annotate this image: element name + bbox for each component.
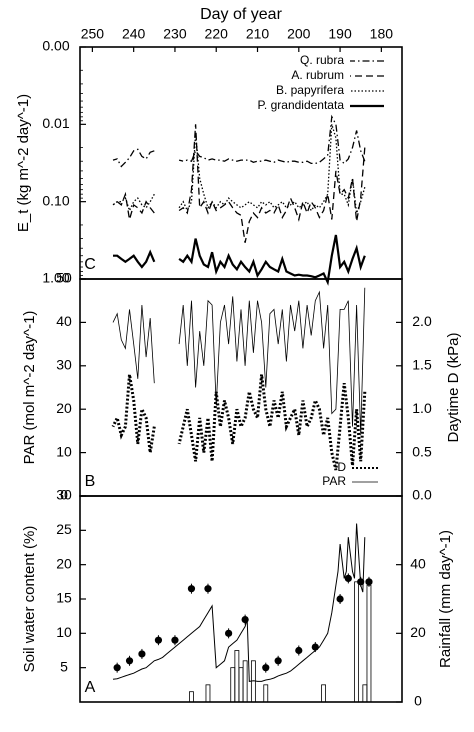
rainfall-bar: [238, 667, 244, 703]
x-tick-label: 190: [328, 26, 352, 42]
panel-b-y2tick-label: 2.0: [412, 313, 432, 329]
x-tick-label: 240: [122, 26, 146, 42]
panel-c-frame: [79, 46, 403, 280]
panel-a-y2label: Rainfall (mm day^-1): [437, 530, 454, 668]
panel-c-legend-label: A. rubrum: [291, 68, 344, 82]
rainfall-bar: [189, 691, 194, 703]
panel-b-par-line: [112, 287, 366, 436]
panel-b-y2tick-label: 1.0: [412, 400, 432, 416]
panel-b-ylabel: PAR (mol m^-2 day^-1): [21, 311, 38, 465]
rainfall-bar: [354, 581, 359, 703]
measured-point: [225, 629, 233, 637]
x-tick-label: 210: [246, 26, 270, 42]
measured-point: [154, 636, 163, 644]
panel-c-arubrum-line: [112, 124, 366, 243]
x-tick-label: 180: [370, 26, 394, 42]
panel-a-ytick-label: 5: [60, 658, 68, 674]
panel-c-qrubra-line: [112, 114, 366, 168]
panel-a-ylabel: Soil water content (%): [21, 526, 38, 673]
x-tick-label: 200: [287, 26, 311, 42]
measured-point: [311, 643, 319, 651]
panel-b-y2tick-label: 0.0: [412, 487, 432, 503]
panel-a-ytick-label: 10: [56, 624, 72, 640]
measured-point: [365, 578, 373, 586]
panel-c-legend-label: Q. rubra: [300, 53, 344, 67]
panel-b-legend-label: D: [337, 460, 346, 474]
measured-point: [204, 585, 212, 593]
x-tick-label: 230: [163, 26, 187, 42]
panel-b-y2tick-label: 1.5: [412, 357, 432, 373]
panel-a-y2tick-label: 40: [410, 555, 426, 571]
panel-c-legend-label: B. papyrifera: [276, 83, 344, 97]
panel-a-ytick-label: 15: [56, 590, 72, 606]
rainfall-bar: [205, 684, 211, 703]
panel-a-y2tick-label: 0: [414, 693, 422, 709]
panel-b-ytick-label: 30: [56, 357, 72, 373]
panel-b-legend-label: PAR: [322, 474, 346, 488]
panel-a-ytick-label: 25: [56, 521, 72, 537]
panel-c-ytick-label: 0.00: [42, 38, 69, 54]
rainfall-bar: [362, 684, 368, 703]
measured-point: [344, 574, 352, 582]
measured-point: [357, 578, 365, 586]
panel-c-ytick-label: 1.00: [42, 270, 69, 286]
x-tick-label: 250: [81, 26, 105, 42]
measured-point: [171, 636, 179, 644]
panel-a-letter: A: [85, 679, 96, 696]
x-axis-title: Day of year: [200, 6, 282, 23]
rainfall-bar: [366, 584, 372, 703]
panel-b-d-line: [111, 374, 367, 471]
panel-a-ytick-label: 30: [56, 487, 72, 503]
rainfall-bar: [230, 667, 236, 703]
panel-a-frame: [79, 495, 403, 703]
panel-b-ytick-label: 50: [56, 270, 72, 286]
panel-c-letter: C: [84, 256, 96, 273]
panel-a-ytick-label: 20: [56, 555, 72, 571]
panel-b-ytick-label: 40: [56, 313, 72, 329]
panel-b-ytick-label: 10: [56, 443, 72, 459]
panel-b-y2label: Daytime D (kPa): [445, 332, 462, 442]
panel-b-y2tick-label: 0.5: [412, 443, 432, 459]
panel-c-legend-label: P. grandidentata: [257, 98, 344, 112]
panel-c-ylabel: E_t (kg m^-2 day^-1): [15, 94, 32, 232]
rainfall-bar: [321, 684, 326, 703]
panel-c-ytick-label: 0.01: [42, 115, 69, 131]
panel-c-ytick-label: 0.10: [42, 192, 69, 208]
measured-point: [187, 585, 196, 593]
panel-b-ytick-label: 0: [60, 487, 68, 503]
measured-point: [241, 616, 249, 624]
measured-point: [125, 657, 134, 665]
panel-c-pgrandidentata-line: [113, 234, 366, 286]
measured-point: [295, 646, 303, 655]
panel-b-ytick-label: 20: [56, 400, 72, 416]
measured-point: [336, 595, 344, 603]
measured-point: [262, 664, 270, 672]
measured-point: [138, 650, 146, 658]
rainfall-bar: [242, 660, 248, 703]
rainfall-bar: [263, 684, 269, 703]
panel-b-letter: B: [85, 473, 96, 490]
x-tick-label: 220: [205, 26, 229, 42]
measured-point: [274, 657, 282, 665]
measured-point: [113, 664, 121, 672]
panel-c-bpapyrifera-line: [112, 124, 366, 214]
rainfall-bar: [234, 650, 240, 703]
panel-a-y2tick-label: 20: [410, 624, 426, 640]
